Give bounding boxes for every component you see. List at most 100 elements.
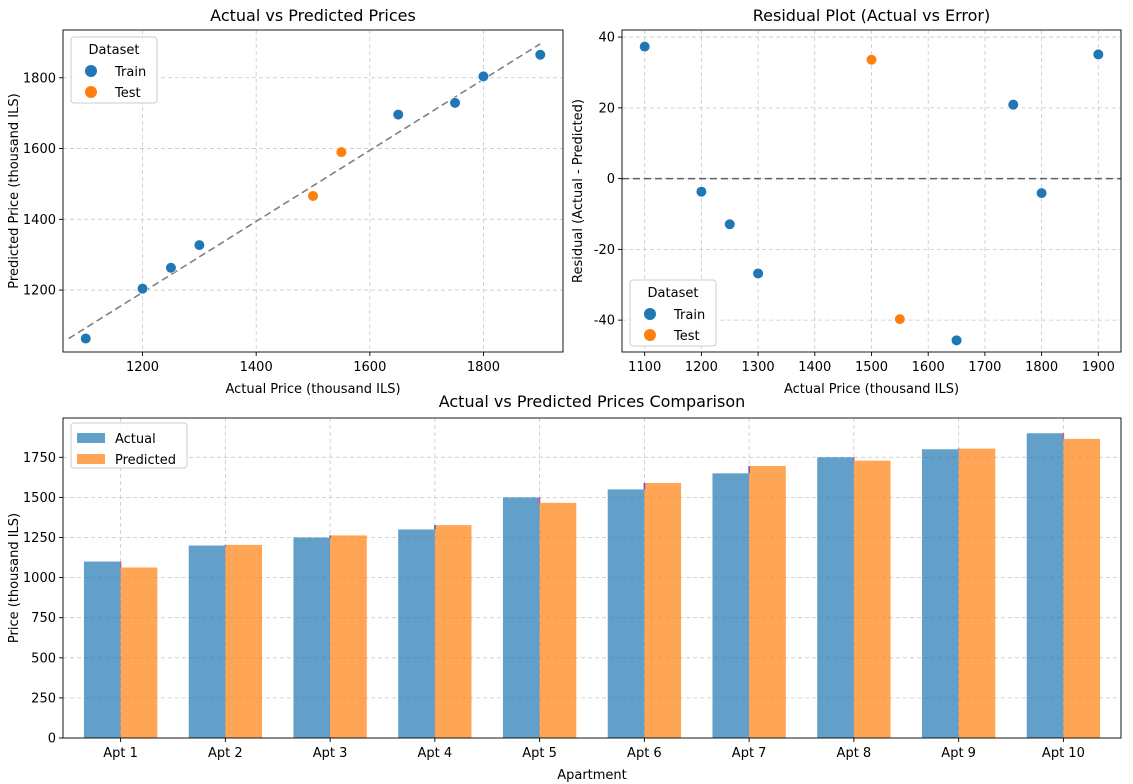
y-tick-label: -40 bbox=[594, 314, 615, 329]
x-tick-label: 1400 bbox=[240, 360, 273, 375]
data-point-train bbox=[477, 70, 490, 82]
legend-label-test: Test bbox=[114, 86, 141, 101]
bar-actual bbox=[502, 497, 540, 738]
bar-predicted bbox=[749, 465, 786, 738]
x-tick-label: 1200 bbox=[126, 360, 159, 375]
bar-predicted bbox=[434, 525, 472, 738]
bar-actual bbox=[921, 449, 959, 738]
data-point-train bbox=[1092, 48, 1104, 61]
legend: Dataset Train Test bbox=[629, 279, 717, 347]
data-point-train bbox=[80, 332, 92, 345]
y-tick-label: 750 bbox=[31, 611, 56, 626]
legend-title: Dataset bbox=[648, 286, 699, 301]
legend-label-actual: Actual bbox=[115, 432, 156, 447]
x-tick-label: 1800 bbox=[1025, 360, 1058, 375]
y-tick-label: 1600 bbox=[23, 142, 56, 157]
bar-actual bbox=[398, 529, 435, 738]
x-tick-label: 1800 bbox=[467, 360, 500, 375]
data-point-test bbox=[894, 313, 906, 325]
y-tick-label: 0 bbox=[48, 732, 56, 747]
bar-actual bbox=[83, 561, 121, 738]
bar-predicted bbox=[644, 482, 682, 738]
x-tick-label: Apt 8 bbox=[837, 746, 872, 761]
y-tick-label: 1750 bbox=[23, 451, 56, 466]
bar-predicted bbox=[225, 544, 263, 738]
legend-marker-test bbox=[644, 329, 656, 341]
data-point-train bbox=[136, 283, 149, 295]
legend: Actual Predicted bbox=[70, 422, 188, 469]
data-point-train bbox=[1036, 187, 1048, 199]
x-tick-label: 1600 bbox=[353, 360, 386, 375]
x-tick-label: Apt 7 bbox=[732, 746, 767, 761]
chart-title: Actual vs Predicted Prices bbox=[210, 6, 416, 25]
x-tick-label: 1300 bbox=[742, 360, 775, 375]
data-point-train bbox=[193, 239, 205, 251]
legend-marker-train bbox=[644, 308, 656, 320]
bar-predicted bbox=[539, 502, 577, 738]
x-tick-label: Apt 6 bbox=[627, 746, 662, 761]
y-tick-label: 1500 bbox=[23, 491, 56, 506]
x-tick-label: Apt 2 bbox=[208, 746, 243, 761]
y-tick-label: 1400 bbox=[23, 213, 56, 228]
data-point-train bbox=[1007, 99, 1019, 111]
legend-label-train: Train bbox=[673, 308, 705, 323]
y-tick-label: -20 bbox=[594, 243, 615, 258]
bar-predicted bbox=[330, 535, 367, 738]
data-point-train bbox=[752, 267, 764, 280]
y-axis-label: Predicted Price (thousand ILS) bbox=[7, 93, 22, 288]
data-point-train bbox=[724, 218, 736, 230]
data-point-test bbox=[307, 190, 319, 202]
plot-frame bbox=[621, 29, 1122, 353]
x-tick-label: Apt 4 bbox=[418, 746, 453, 761]
y-tick-label: 500 bbox=[31, 651, 56, 666]
legend: Dataset Train Test bbox=[70, 36, 158, 104]
x-tick-label: Apt 10 bbox=[1042, 746, 1085, 761]
scatter-chart-actual-vs-predicted: 1200 1400 1600 1800 1200 1400 1600 1800 Actual v… bbox=[7, 6, 564, 397]
data-point-train bbox=[639, 41, 651, 53]
x-tick-label: 1700 bbox=[968, 360, 1001, 375]
legend-swatch-actual bbox=[77, 433, 105, 443]
y-axis-label: Residual (Actual - Predicted) bbox=[571, 99, 586, 283]
x-tick-label: Apt 3 bbox=[313, 746, 348, 761]
y-tick-label: 40 bbox=[598, 31, 615, 46]
data-point-test bbox=[335, 146, 348, 158]
y-tick-label: 250 bbox=[31, 691, 56, 706]
plot-frame bbox=[62, 417, 1122, 739]
x-tick-label: 1500 bbox=[855, 360, 888, 375]
bar-actual bbox=[188, 545, 226, 738]
x-tick-label: 1200 bbox=[685, 360, 718, 375]
legend-label-test: Test bbox=[673, 329, 700, 344]
chart-title: Actual vs Predicted Prices Comparison bbox=[439, 392, 746, 411]
x-axis-label: Actual Price (thousand ILS) bbox=[225, 382, 400, 397]
y-tick-label: 0 bbox=[607, 172, 615, 187]
legend-swatch-predicted bbox=[77, 454, 105, 464]
data-point-train bbox=[534, 49, 546, 61]
x-tick-label: 1100 bbox=[628, 360, 661, 375]
data-point-train bbox=[449, 97, 461, 109]
y-tick-label: 1250 bbox=[23, 531, 56, 546]
x-tick-label: Apt 5 bbox=[522, 746, 557, 761]
x-tick-label: Apt 1 bbox=[103, 746, 138, 761]
legend-title: Dataset bbox=[89, 43, 140, 58]
x-tick-label: 1400 bbox=[798, 360, 831, 375]
y-axis-label: Price (thousand ILS) bbox=[7, 513, 22, 643]
x-tick-label: 1900 bbox=[1082, 360, 1115, 375]
bar-actual bbox=[1026, 433, 1064, 738]
x-axis-label: Apartment bbox=[557, 768, 627, 783]
plot-frame bbox=[62, 29, 564, 353]
bar-predicted bbox=[120, 567, 158, 738]
y-tick-label: 1000 bbox=[23, 571, 56, 586]
legend-marker-test bbox=[85, 86, 97, 98]
bar-actual bbox=[293, 537, 331, 738]
y-tick-label: 1800 bbox=[23, 71, 56, 86]
data-point-train bbox=[950, 334, 963, 346]
data-point-train bbox=[165, 262, 177, 274]
x-axis-label: Actual Price (thousand ILS) bbox=[784, 382, 959, 397]
x-tick-label: Apt 9 bbox=[941, 746, 976, 761]
legend-label-predicted: Predicted bbox=[115, 453, 176, 468]
y-tick-label: 1200 bbox=[23, 284, 56, 299]
chart-title: Residual Plot (Actual vs Error) bbox=[753, 6, 990, 25]
data-point-train bbox=[392, 108, 404, 121]
x-tick-label: 1600 bbox=[912, 360, 945, 375]
